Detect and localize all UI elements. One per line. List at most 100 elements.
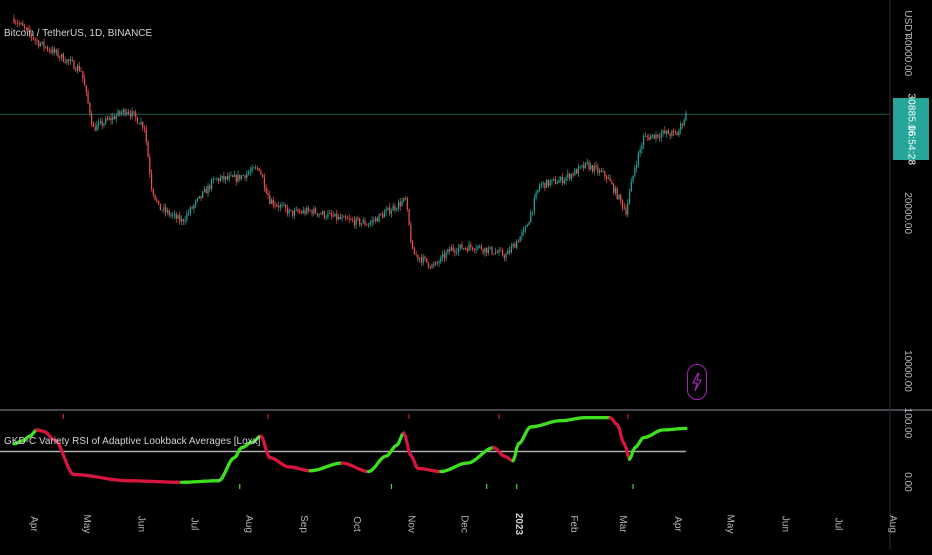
price-candle (680, 121, 681, 134)
candle-body (160, 204, 161, 210)
price-candle (578, 164, 579, 177)
candle-body (80, 71, 81, 72)
candle-body (354, 220, 355, 225)
price-candle (183, 218, 184, 225)
candle-body (200, 196, 201, 198)
price-candle (15, 19, 16, 25)
candle-body (481, 246, 482, 250)
indicator-tick-label: 100.00 (902, 408, 913, 439)
candle-body (47, 47, 48, 50)
price-candle (297, 208, 298, 214)
price-candle (322, 210, 323, 216)
price-candle (576, 168, 577, 174)
candle-body (468, 245, 469, 251)
candle-body (678, 130, 679, 135)
candle-body (313, 208, 314, 214)
time-tick-label: Nov (405, 515, 416, 533)
candle-body (202, 192, 203, 198)
price-candle (204, 186, 205, 193)
price-candle (334, 213, 335, 216)
price-candle (345, 214, 346, 221)
price-candle (324, 210, 325, 219)
candle-body (444, 254, 445, 258)
candle-body (470, 245, 471, 248)
candle-body (606, 176, 607, 178)
price-candle (565, 175, 566, 184)
candle-body (107, 119, 108, 120)
price-candle (647, 134, 648, 141)
symbol-title: Bitcoin / TetherUS, 1D, BINANCE (4, 28, 153, 39)
price-candle (661, 129, 662, 142)
price-candle (389, 203, 390, 216)
price-candle (500, 247, 501, 251)
candle-body (281, 205, 282, 206)
candle-body (102, 121, 103, 126)
candle-body (234, 175, 235, 177)
price-candle (636, 161, 637, 173)
price-candle (352, 217, 353, 222)
price-candle (229, 172, 230, 182)
candle-body (326, 217, 327, 218)
price-candle (232, 175, 233, 178)
candle-body (297, 210, 298, 212)
candle-body (675, 132, 676, 133)
candle-body (389, 208, 390, 214)
candle-body (682, 124, 683, 125)
candle-body (543, 183, 544, 184)
price-candle (250, 167, 251, 177)
price-candle (149, 153, 150, 178)
candle-body (368, 225, 369, 226)
candles-layer (0, 14, 890, 269)
candle-body (184, 220, 185, 221)
price-candle (571, 173, 572, 181)
price-candle (555, 176, 556, 184)
candle-body (588, 162, 589, 169)
candle-body (528, 222, 529, 225)
candle-body (216, 178, 217, 179)
time-tick-label: Sep (298, 515, 309, 533)
alert-bolt-button[interactable] (687, 364, 707, 400)
price-candle (560, 176, 561, 183)
price-candle (289, 207, 290, 217)
time-tick-label: Jul (189, 518, 200, 531)
price-candle (299, 209, 300, 215)
candle-body (384, 212, 385, 217)
price-candle (617, 186, 618, 200)
candle-body (257, 168, 258, 169)
price-candle (190, 206, 191, 216)
price-candle (102, 118, 103, 130)
price-candle (354, 216, 355, 228)
candle-body (167, 210, 168, 212)
candle-body (193, 205, 194, 208)
price-candle (657, 134, 658, 138)
price-candle (348, 215, 349, 223)
candle-body (285, 205, 286, 208)
price-candle (144, 125, 145, 132)
candle-body (673, 131, 674, 132)
price-candle (611, 180, 612, 185)
price-candle (424, 256, 425, 262)
price-candle (675, 129, 676, 135)
candle-body (382, 214, 383, 217)
candle-body (213, 179, 214, 180)
price-candle (525, 225, 526, 233)
candle-body (49, 50, 50, 51)
candle-body (638, 153, 639, 165)
candle-body (504, 255, 505, 257)
price-candle (267, 189, 268, 199)
price-candle (103, 122, 104, 127)
candle-body (475, 249, 476, 250)
price-candle (523, 226, 524, 235)
candle-body (453, 247, 454, 250)
price-candle (184, 216, 185, 225)
price-candle (654, 134, 655, 139)
candle-body (518, 241, 519, 242)
price-candle (423, 254, 424, 266)
price-candle (493, 254, 494, 255)
candle-body (306, 208, 307, 214)
price-candle (20, 22, 21, 25)
price-candle (426, 258, 427, 263)
price-candle (202, 191, 203, 199)
price-candle (310, 210, 311, 212)
